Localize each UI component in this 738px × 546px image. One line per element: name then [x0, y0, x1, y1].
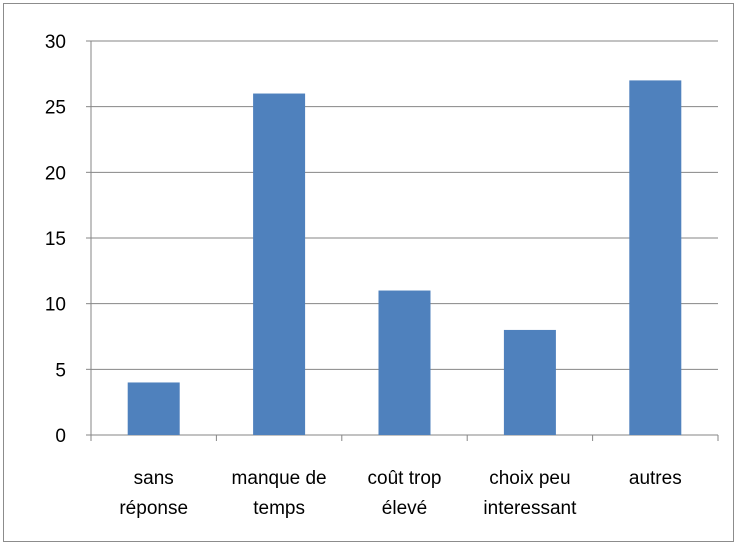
- y-tick-label: 5: [55, 360, 66, 381]
- y-tick-label: 20: [45, 163, 66, 184]
- bar: [253, 93, 306, 436]
- x-tick-label: autres: [629, 468, 682, 489]
- y-tick-label: 0: [55, 426, 66, 447]
- y-tick-label: 10: [45, 295, 66, 316]
- x-tick-label: sans réponse: [119, 468, 188, 519]
- chart-frame: [3, 3, 734, 542]
- bar: [629, 80, 682, 436]
- bar: [378, 290, 431, 435]
- y-tick-label: 15: [45, 229, 66, 250]
- x-tick-label: coût trop élevé: [368, 468, 442, 519]
- bar: [503, 329, 556, 435]
- x-tick-label: choix peu interessant: [483, 468, 577, 519]
- bar: [127, 382, 180, 435]
- y-tick-label: 25: [45, 98, 66, 119]
- x-tick-label: manque de temps: [232, 468, 327, 519]
- y-tick-label: 30: [45, 32, 66, 53]
